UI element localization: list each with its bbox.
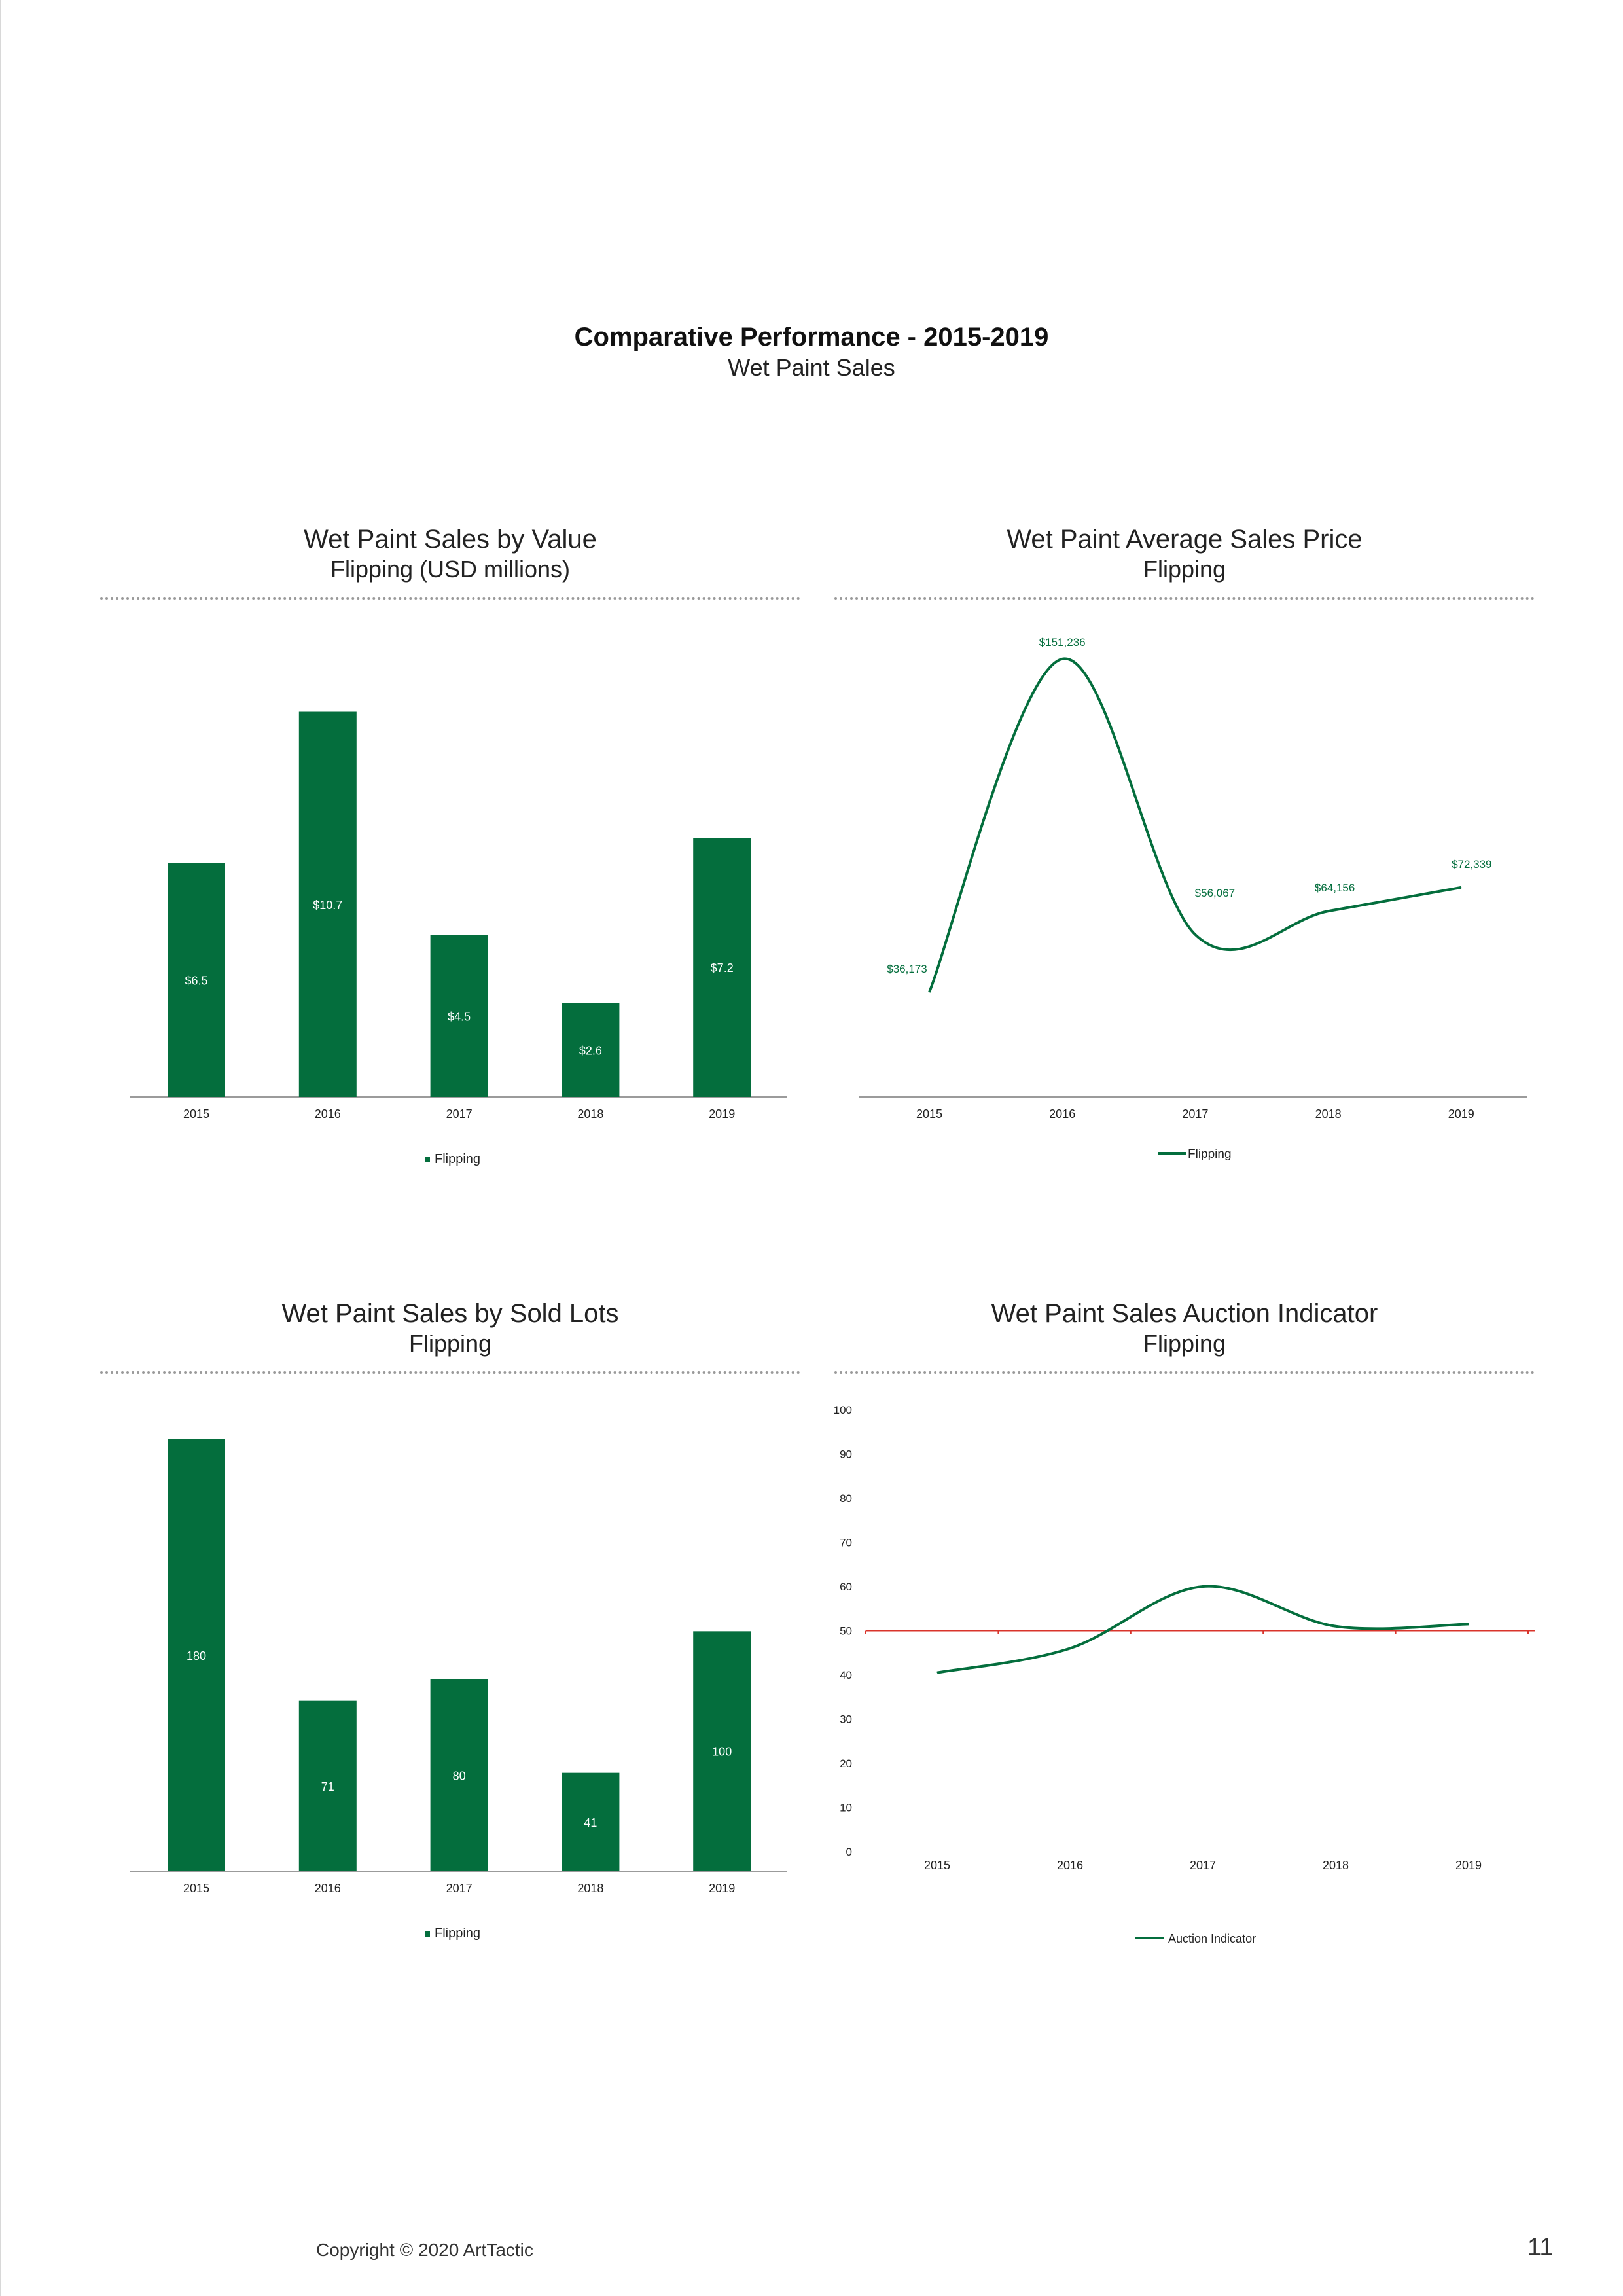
chart-auction-indicator: 0 10 20 30 40 50 60 70 80 90 100 2015 2016 2017 2018 20… bbox=[834, 1404, 1535, 1945]
chart-subtitle: Flipping bbox=[1143, 556, 1226, 583]
legend-label: Auction Indicator bbox=[1168, 1932, 1256, 1945]
y-tick-label: 100 bbox=[834, 1404, 852, 1416]
panel-sales-by-sold-lots: Wet Paint Sales by Sold Lots Flipping 18… bbox=[100, 1298, 800, 2015]
data-point bbox=[1061, 658, 1063, 660]
data-label: 100 bbox=[712, 1746, 732, 1759]
chart-subtitle: Flipping bbox=[408, 1330, 492, 1357]
chart-header: Wet Paint Sales Auction Indicator Flippi… bbox=[834, 1298, 1535, 1358]
y-tick-label: 30 bbox=[840, 1713, 852, 1726]
x-tick-label: 2019 bbox=[1448, 1107, 1474, 1121]
x-tick-label: 2015 bbox=[916, 1107, 942, 1121]
panel-sales-by-value: Wet Paint Sales by Value Flipping (USD m… bbox=[100, 524, 800, 1241]
x-tick-label: 2017 bbox=[446, 1107, 473, 1121]
x-tick-label: 2018 bbox=[577, 1107, 603, 1121]
bar bbox=[693, 1631, 751, 1871]
data-label: 180 bbox=[187, 1649, 206, 1662]
data-point bbox=[936, 1672, 938, 1674]
legend-swatch bbox=[425, 1157, 430, 1162]
y-tick-label: 60 bbox=[840, 1581, 852, 1593]
chart-title: Wet Paint Average Sales Price bbox=[1007, 525, 1363, 554]
chart-subtitle: Flipping (USD millions) bbox=[330, 556, 571, 583]
y-tick-label: 0 bbox=[846, 1846, 852, 1858]
dotted-divider bbox=[834, 1371, 1535, 1374]
x-tick-label: 2018 bbox=[1323, 1859, 1349, 1872]
legend-label: Flipping bbox=[1188, 1147, 1232, 1161]
page-subtitle: Wet Paint Sales bbox=[728, 354, 895, 381]
bar bbox=[298, 1700, 357, 1871]
chart-title: Wet Paint Sales Auction Indicator bbox=[991, 1299, 1378, 1328]
x-tick-label: 2018 bbox=[1315, 1107, 1342, 1121]
dotted-divider bbox=[100, 597, 800, 600]
y-tick-label: 40 bbox=[840, 1669, 852, 1681]
x-tick-label: 2019 bbox=[709, 1882, 735, 1895]
bar bbox=[298, 711, 357, 1097]
dotted-divider bbox=[100, 1371, 800, 1374]
data-label: $64,156 bbox=[1315, 882, 1355, 894]
data-point bbox=[1328, 910, 1329, 912]
bar bbox=[562, 1772, 620, 1871]
panel-average-sales-price: Wet Paint Average Sales Price Flipping $… bbox=[834, 524, 1535, 1241]
y-tick-label: 10 bbox=[840, 1802, 852, 1814]
y-tick-label: 50 bbox=[840, 1625, 852, 1638]
data-label: $10.7 bbox=[313, 899, 342, 912]
series-line bbox=[928, 657, 1462, 993]
x-tick-label: 2017 bbox=[1182, 1107, 1208, 1121]
data-label: $6.5 bbox=[185, 974, 207, 987]
x-tick-label: 2016 bbox=[1057, 1859, 1083, 1872]
footer-copyright: Copyright © 2020 ArtTactic bbox=[316, 2240, 533, 2260]
y-tick-label: 80 bbox=[840, 1492, 852, 1505]
x-tick-label: 2018 bbox=[577, 1882, 603, 1895]
page-title: Comparative Performance - 2015-2019 bbox=[574, 323, 1049, 351]
x-tick-label: 2016 bbox=[315, 1882, 341, 1895]
x-tick-label: 2017 bbox=[446, 1882, 473, 1895]
bar bbox=[168, 863, 225, 1097]
x-tick-label: 2019 bbox=[709, 1107, 735, 1121]
data-point bbox=[1069, 1648, 1071, 1649]
series-line bbox=[936, 1585, 1469, 1674]
y-tick-label: 90 bbox=[840, 1448, 852, 1461]
panel-auction-indicator: Wet Paint Sales Auction Indicator Flippi… bbox=[834, 1298, 1535, 2015]
data-label: $7.2 bbox=[711, 961, 734, 975]
x-tick-label: 2019 bbox=[1455, 1859, 1482, 1872]
bar bbox=[562, 1003, 620, 1097]
x-tick-label: 2015 bbox=[183, 1107, 209, 1121]
page-edge bbox=[0, 0, 1, 2296]
page-header: Comparative Performance - 2015-2019 Wet … bbox=[0, 321, 1623, 382]
data-label: 80 bbox=[453, 1769, 466, 1782]
x-tick-label: 2017 bbox=[1190, 1859, 1216, 1872]
x-tick-label: 2015 bbox=[924, 1859, 950, 1872]
legend-swatch bbox=[425, 1931, 430, 1937]
bar bbox=[168, 1439, 225, 1871]
data-label: $2.6 bbox=[579, 1045, 602, 1058]
data-label: $151,236 bbox=[1039, 636, 1086, 649]
page-number: 11 bbox=[1527, 2234, 1554, 2261]
x-tick-label: 2016 bbox=[1049, 1107, 1075, 1121]
y-tick-label: 70 bbox=[840, 1537, 852, 1549]
chart-title: Wet Paint Sales by Sold Lots bbox=[281, 1299, 619, 1328]
chart-title: Wet Paint Sales by Value bbox=[304, 525, 597, 554]
data-label: $72,339 bbox=[1452, 858, 1491, 870]
chart-header: Wet Paint Sales by Sold Lots Flipping bbox=[100, 1298, 800, 1358]
y-tick-label: 20 bbox=[840, 1757, 852, 1770]
chart-subtitle: Flipping bbox=[1143, 1330, 1226, 1357]
x-tick-label: 2015 bbox=[183, 1882, 209, 1895]
bar bbox=[430, 935, 488, 1097]
chart-sales-by-sold-lots: 180 2015 71 2016 80 2017 41 2018 100 2019 Flipping bbox=[130, 1439, 787, 1941]
data-point bbox=[1194, 934, 1196, 935]
chart-header: Wet Paint Sales by Value Flipping (USD m… bbox=[100, 524, 800, 584]
legend-label: Flipping bbox=[435, 1926, 480, 1941]
data-label: 41 bbox=[584, 1816, 597, 1829]
legend-label: Flipping bbox=[435, 1152, 480, 1166]
data-label: 71 bbox=[321, 1780, 334, 1793]
bar bbox=[693, 838, 751, 1097]
chart-sales-by-value: $6.5 2015 $10.7 2016 $4.5 2017 $2.6 2018 $7.2 201… bbox=[130, 711, 787, 1166]
bar bbox=[430, 1679, 488, 1871]
chart-header: Wet Paint Average Sales Price Flipping bbox=[834, 524, 1535, 584]
data-label: $36,173 bbox=[887, 963, 927, 975]
x-tick-label: 2016 bbox=[315, 1107, 341, 1121]
dotted-divider bbox=[834, 597, 1535, 600]
data-label: $56,067 bbox=[1195, 887, 1235, 899]
chart-average-sales-price: $36,173 2015 $151,236 2016 $56,067 2017 $64,15… bbox=[859, 636, 1527, 1161]
data-label: $4.5 bbox=[448, 1010, 471, 1023]
